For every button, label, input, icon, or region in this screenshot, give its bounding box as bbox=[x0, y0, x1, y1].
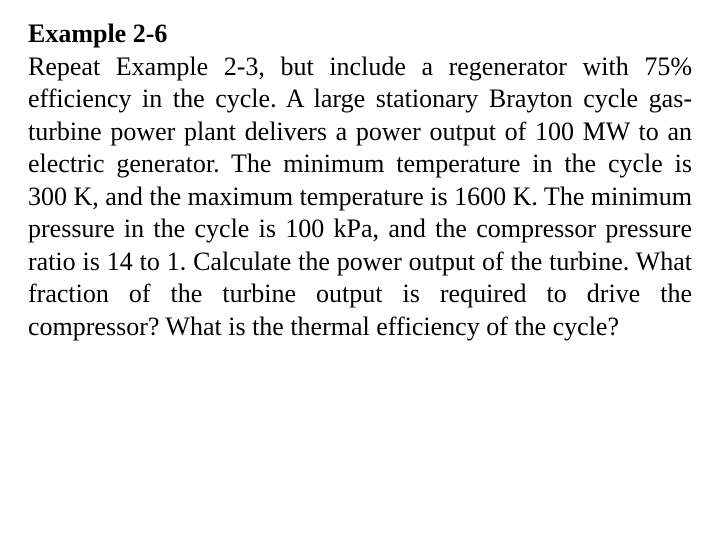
example-body: Repeat Example 2-3, but include a regene… bbox=[28, 51, 692, 344]
example-title: Example 2-6 bbox=[28, 18, 692, 51]
page: Example 2-6 Repeat Example 2-3, but incl… bbox=[0, 0, 720, 540]
